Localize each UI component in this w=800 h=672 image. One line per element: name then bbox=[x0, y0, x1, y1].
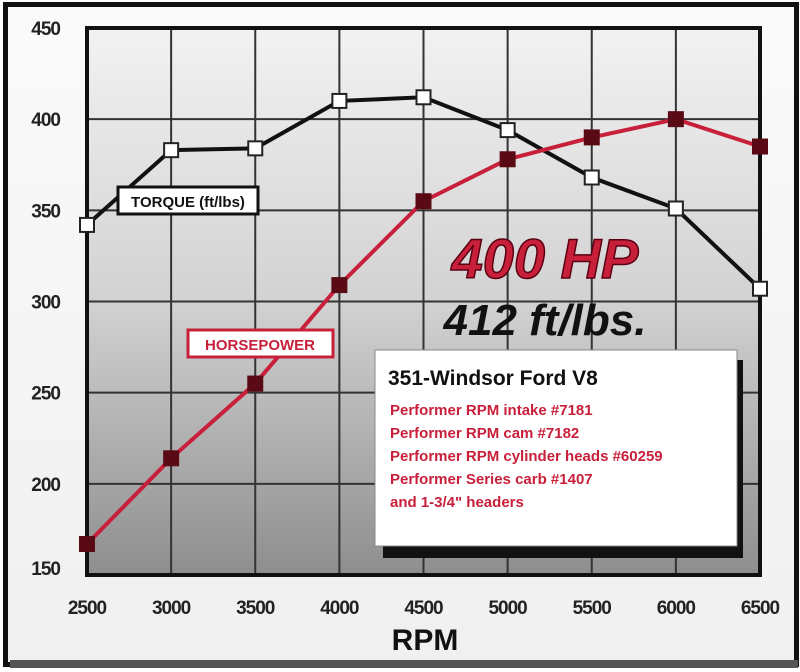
y-tick-label: 250 bbox=[31, 384, 60, 405]
info-box bbox=[374, 349, 738, 547]
horsepower-point bbox=[163, 450, 180, 467]
x-axis-label: RPM bbox=[392, 624, 459, 657]
torque-point bbox=[247, 140, 264, 157]
x-tick-label: 5500 bbox=[573, 598, 612, 619]
y-tick-label: 350 bbox=[31, 201, 60, 222]
torque-point bbox=[331, 92, 348, 109]
peak-hp-annotation: 400 HP bbox=[451, 227, 639, 290]
x-tick-label: 6000 bbox=[657, 598, 696, 619]
info-box-title: 351-Windsor Ford V8 bbox=[388, 367, 598, 390]
torque-point bbox=[79, 216, 95, 233]
info-box-line: Performer Series carb #1407 bbox=[390, 471, 593, 488]
horsepower-point bbox=[499, 151, 516, 168]
info-box-line: Performer RPM cam #7182 bbox=[390, 425, 579, 442]
y-tick-label: 400 bbox=[31, 110, 60, 131]
x-tick-label: 5000 bbox=[488, 598, 527, 619]
x-tick-label: 3500 bbox=[236, 598, 275, 619]
torque-point bbox=[163, 142, 180, 159]
horsepower-point bbox=[331, 277, 348, 294]
torque-point bbox=[583, 169, 600, 186]
horsepower-point bbox=[247, 375, 264, 392]
x-tick-label: 6500 bbox=[741, 598, 780, 619]
torque-point bbox=[667, 200, 684, 217]
horsepower-point bbox=[79, 536, 95, 553]
x-tick-label: 4000 bbox=[320, 598, 359, 619]
horsepower-point bbox=[583, 129, 600, 146]
y-tick-label: 300 bbox=[31, 293, 60, 314]
torque-point bbox=[752, 280, 768, 297]
x-tick-label: 3000 bbox=[152, 598, 191, 619]
frame-shadow bbox=[10, 660, 798, 668]
torque-label-text: TORQUE (ft/lbs) bbox=[131, 194, 245, 211]
peak-torque-annotation: 412 ft/lbs. bbox=[443, 296, 647, 345]
y-tick-label: 200 bbox=[31, 475, 60, 496]
torque-point bbox=[415, 89, 432, 106]
x-tick-label: 2500 bbox=[68, 598, 107, 619]
plot-border bbox=[85, 26, 762, 577]
horsepower-point bbox=[752, 138, 768, 155]
x-tick-label: 4500 bbox=[404, 598, 443, 619]
hp-legend-label: HORSEPOWER bbox=[186, 328, 335, 359]
horsepower-point bbox=[415, 193, 432, 210]
info-box-line: and 1-3/4" headers bbox=[390, 494, 524, 511]
info-box-line: Performer RPM cylinder heads #60259 bbox=[390, 448, 663, 465]
y-tick-label: 150 bbox=[31, 559, 60, 580]
torque-legend-label: TORQUE (ft/lbs) bbox=[116, 185, 260, 216]
hp-label-text: HORSEPOWER bbox=[205, 337, 315, 354]
torque-point bbox=[499, 122, 516, 139]
horsepower-point bbox=[667, 111, 684, 128]
y-tick-label: 450 bbox=[31, 19, 60, 40]
info-box-line: Performer RPM intake #7181 bbox=[390, 402, 593, 419]
